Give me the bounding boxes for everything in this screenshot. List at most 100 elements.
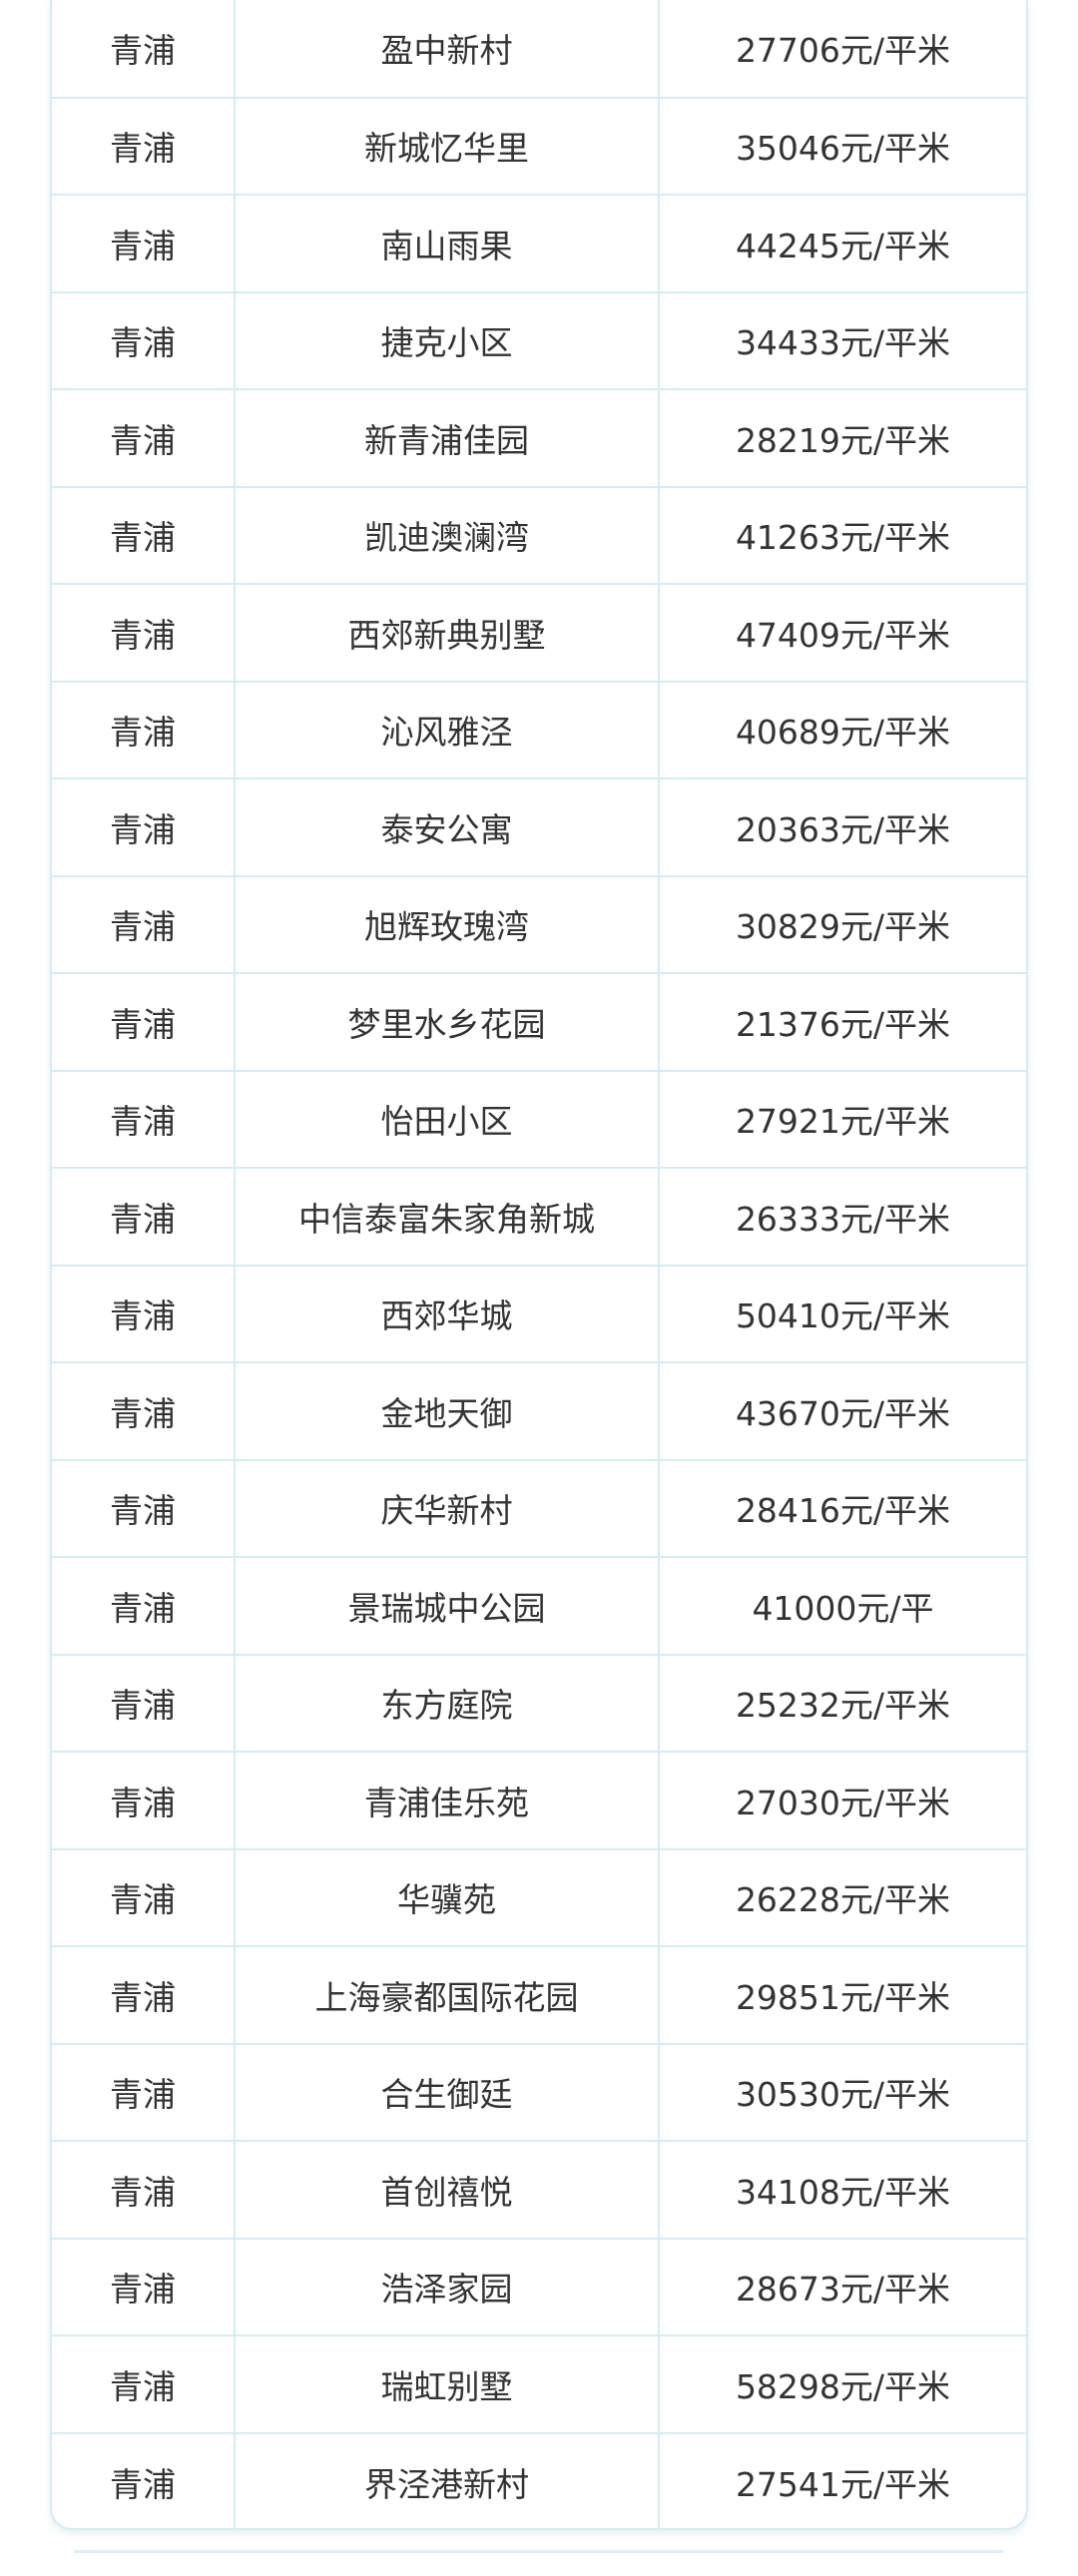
district-cell: 青浦 — [52, 195, 236, 293]
price-cell: 43670元/平米 — [659, 1362, 1026, 1461]
district-cell: 青浦 — [52, 1557, 236, 1656]
table-row: 青浦 上海豪都国际花园 29851元/平米 — [52, 1946, 1026, 2045]
community-name-cell: 盈中新村 — [235, 0, 660, 99]
table-row: 青浦 首创禧悦 34108元/平米 — [52, 2141, 1026, 2240]
table-row: 青浦 西郊新典别墅 47409元/平米 — [52, 584, 1026, 683]
price-cell: 50410元/平米 — [659, 1265, 1026, 1363]
community-name-cell: 上海豪都国际花园 — [235, 1946, 660, 2045]
table-row: 青浦 新青浦佳园 28219元/平米 — [52, 389, 1026, 488]
community-name-cell: 新青浦佳园 — [235, 389, 660, 488]
district-cell: 青浦 — [52, 1848, 236, 1947]
community-name-cell: 梦里水乡花园 — [235, 973, 660, 1072]
community-name-cell: 捷克小区 — [235, 291, 660, 390]
community-name-cell: 瑞虹别墅 — [235, 2335, 660, 2434]
district-cell: 青浦 — [52, 1362, 236, 1461]
district-cell: 青浦 — [52, 973, 236, 1072]
district-cell: 青浦 — [52, 0, 236, 99]
table-row: 青浦 旭辉玫瑰湾 30829元/平米 — [52, 875, 1026, 974]
price-cell: 34433元/平米 — [659, 291, 1026, 390]
price-cell: 47409元/平米 — [659, 584, 1026, 683]
community-name-cell: 泰安公寓 — [235, 778, 660, 877]
community-name-cell: 新城忆华里 — [235, 97, 660, 196]
district-cell: 青浦 — [52, 1070, 236, 1169]
community-name-cell: 沁风雅泾 — [235, 681, 660, 779]
table-row: 青浦 瑞虹别墅 58298元/平米 — [52, 2335, 1026, 2434]
price-cell: 34108元/平米 — [659, 2141, 1026, 2240]
table-row: 青浦 合生御廷 30530元/平米 — [52, 2043, 1026, 2142]
table-row: 青浦 捷克小区 34433元/平米 — [52, 291, 1026, 390]
price-cell: 26228元/平米 — [659, 1848, 1026, 1947]
community-name-cell: 浩泽家园 — [235, 2238, 660, 2336]
table-row: 青浦 中信泰富朱家角新城 26333元/平米 — [52, 1168, 1026, 1267]
table-row: 青浦 浩泽家园 28673元/平米 — [52, 2238, 1026, 2336]
community-name-cell: 怡田小区 — [235, 1070, 660, 1169]
price-cell: 27030元/平米 — [659, 1752, 1026, 1850]
price-cell: 27706元/平米 — [659, 0, 1026, 99]
price-cell: 27541元/平米 — [735, 2464, 951, 2504]
district-cell: 青浦 — [52, 2043, 236, 2142]
district-cell: 青浦 — [52, 1654, 236, 1753]
price-table-body: 青浦 盈中新村 27706元/平米 青浦 新城忆华里 35046元/平米 青浦 南山雨果 442… — [52, 0, 1026, 2528]
district-cell: 青浦 — [52, 1168, 236, 1267]
table-row: 青浦 界泾港新村 27541元/平米 — [52, 2432, 1026, 2528]
community-name-cell: 首创禧悦 — [235, 2141, 660, 2240]
table-row: 青浦 新城忆华里 35046元/平米 — [52, 97, 1026, 196]
table-row: 青浦 盈中新村 27706元/平米 — [52, 0, 1026, 99]
community-name-cell: 合生御廷 — [235, 2043, 660, 2142]
table-row: 青浦 金地天御 43670元/平米 — [52, 1362, 1026, 1461]
price-cell: 29851元/平米 — [659, 1946, 1026, 2045]
district-cell: 青浦 — [52, 875, 236, 974]
district-cell: 青浦 — [52, 389, 236, 488]
price-cell: 40689元/平米 — [659, 681, 1026, 779]
table-row: 青浦 怡田小区 27921元/平米 — [52, 1070, 1026, 1169]
table-row: 青浦 凯迪澳澜湾 41263元/平米 — [52, 486, 1026, 585]
table-row: 青浦 青浦佳乐苑 27030元/平米 — [52, 1752, 1026, 1850]
price-cell: 25232元/平米 — [659, 1654, 1026, 1753]
district-cell: 青浦 — [52, 681, 236, 779]
table-row: 青浦 庆华新村 28416元/平米 — [52, 1459, 1026, 1558]
district-cell: 青浦 — [52, 1265, 236, 1363]
price-cell: 27921元/平米 — [659, 1070, 1026, 1169]
district-cell: 青浦 — [52, 1752, 236, 1850]
price-cell: 35046元/平米 — [659, 97, 1026, 196]
price-cell: 41000元/平 — [659, 1557, 1026, 1656]
table-row: 青浦 泰安公寓 20363元/平米 — [52, 778, 1026, 877]
price-table: 青浦 盈中新村 27706元/平米 青浦 新城忆华里 35046元/平米 青浦 南山雨果 442… — [50, 0, 1028, 2530]
price-cell: 30829元/平米 — [659, 875, 1026, 974]
table-row: 青浦 西郊华城 50410元/平米 — [52, 1265, 1026, 1363]
community-name-cell: 凯迪澳澜湾 — [235, 486, 660, 585]
price-cell: 41263元/平米 — [659, 486, 1026, 585]
price-cell: 20363元/平米 — [659, 778, 1026, 877]
community-name-cell: 旭辉玫瑰湾 — [235, 875, 660, 974]
table-row: 青浦 华骥苑 26228元/平米 — [52, 1848, 1026, 1947]
community-name-cell: 界泾港新村 — [235, 2432, 660, 2528]
district-cell: 青浦 — [52, 1459, 236, 1558]
price-cell: 21376元/平米 — [659, 973, 1026, 1072]
table-row: 青浦 梦里水乡花园 21376元/平米 — [52, 973, 1026, 1072]
district-cell: 青浦 — [52, 2141, 236, 2240]
community-name-cell: 庆华新村 — [235, 1459, 660, 1558]
community-name-cell: 东方庭院 — [235, 1654, 660, 1753]
community-name-cell: 南山雨果 — [235, 195, 660, 293]
district-cell: 青浦 — [52, 2432, 236, 2528]
community-name-cell: 金地天御 — [235, 1362, 660, 1461]
table-row: 青浦 景瑞城中公园 41000元/平 — [52, 1557, 1026, 1656]
price-cell: 30530元/平米 — [659, 2043, 1026, 2142]
district-cell: 青浦 — [52, 584, 236, 683]
community-name-cell: 中信泰富朱家角新城 — [235, 1168, 660, 1267]
price-cell: 28673元/平米 — [659, 2238, 1026, 2336]
price-cell: 28219元/平米 — [659, 389, 1026, 488]
district-cell: 青浦 — [52, 291, 236, 390]
district-cell: 青浦 — [52, 1946, 236, 2045]
district-cell: 青浦 — [52, 97, 236, 196]
community-name-cell: 西郊华城 — [235, 1265, 660, 1363]
district-cell: 青浦 — [52, 2335, 236, 2434]
table-row: 青浦 沁风雅泾 40689元/平米 — [52, 681, 1026, 779]
community-name-cell: 华骥苑 — [235, 1848, 660, 1947]
community-name-cell: 景瑞城中公园 — [235, 1557, 660, 1656]
price-cell: 44245元/平米 — [659, 195, 1026, 293]
divider — [74, 2550, 1003, 2553]
district-cell: 青浦 — [52, 778, 236, 877]
price-cell: 28416元/平米 — [659, 1459, 1026, 1558]
community-name-cell: 西郊新典别墅 — [235, 584, 660, 683]
